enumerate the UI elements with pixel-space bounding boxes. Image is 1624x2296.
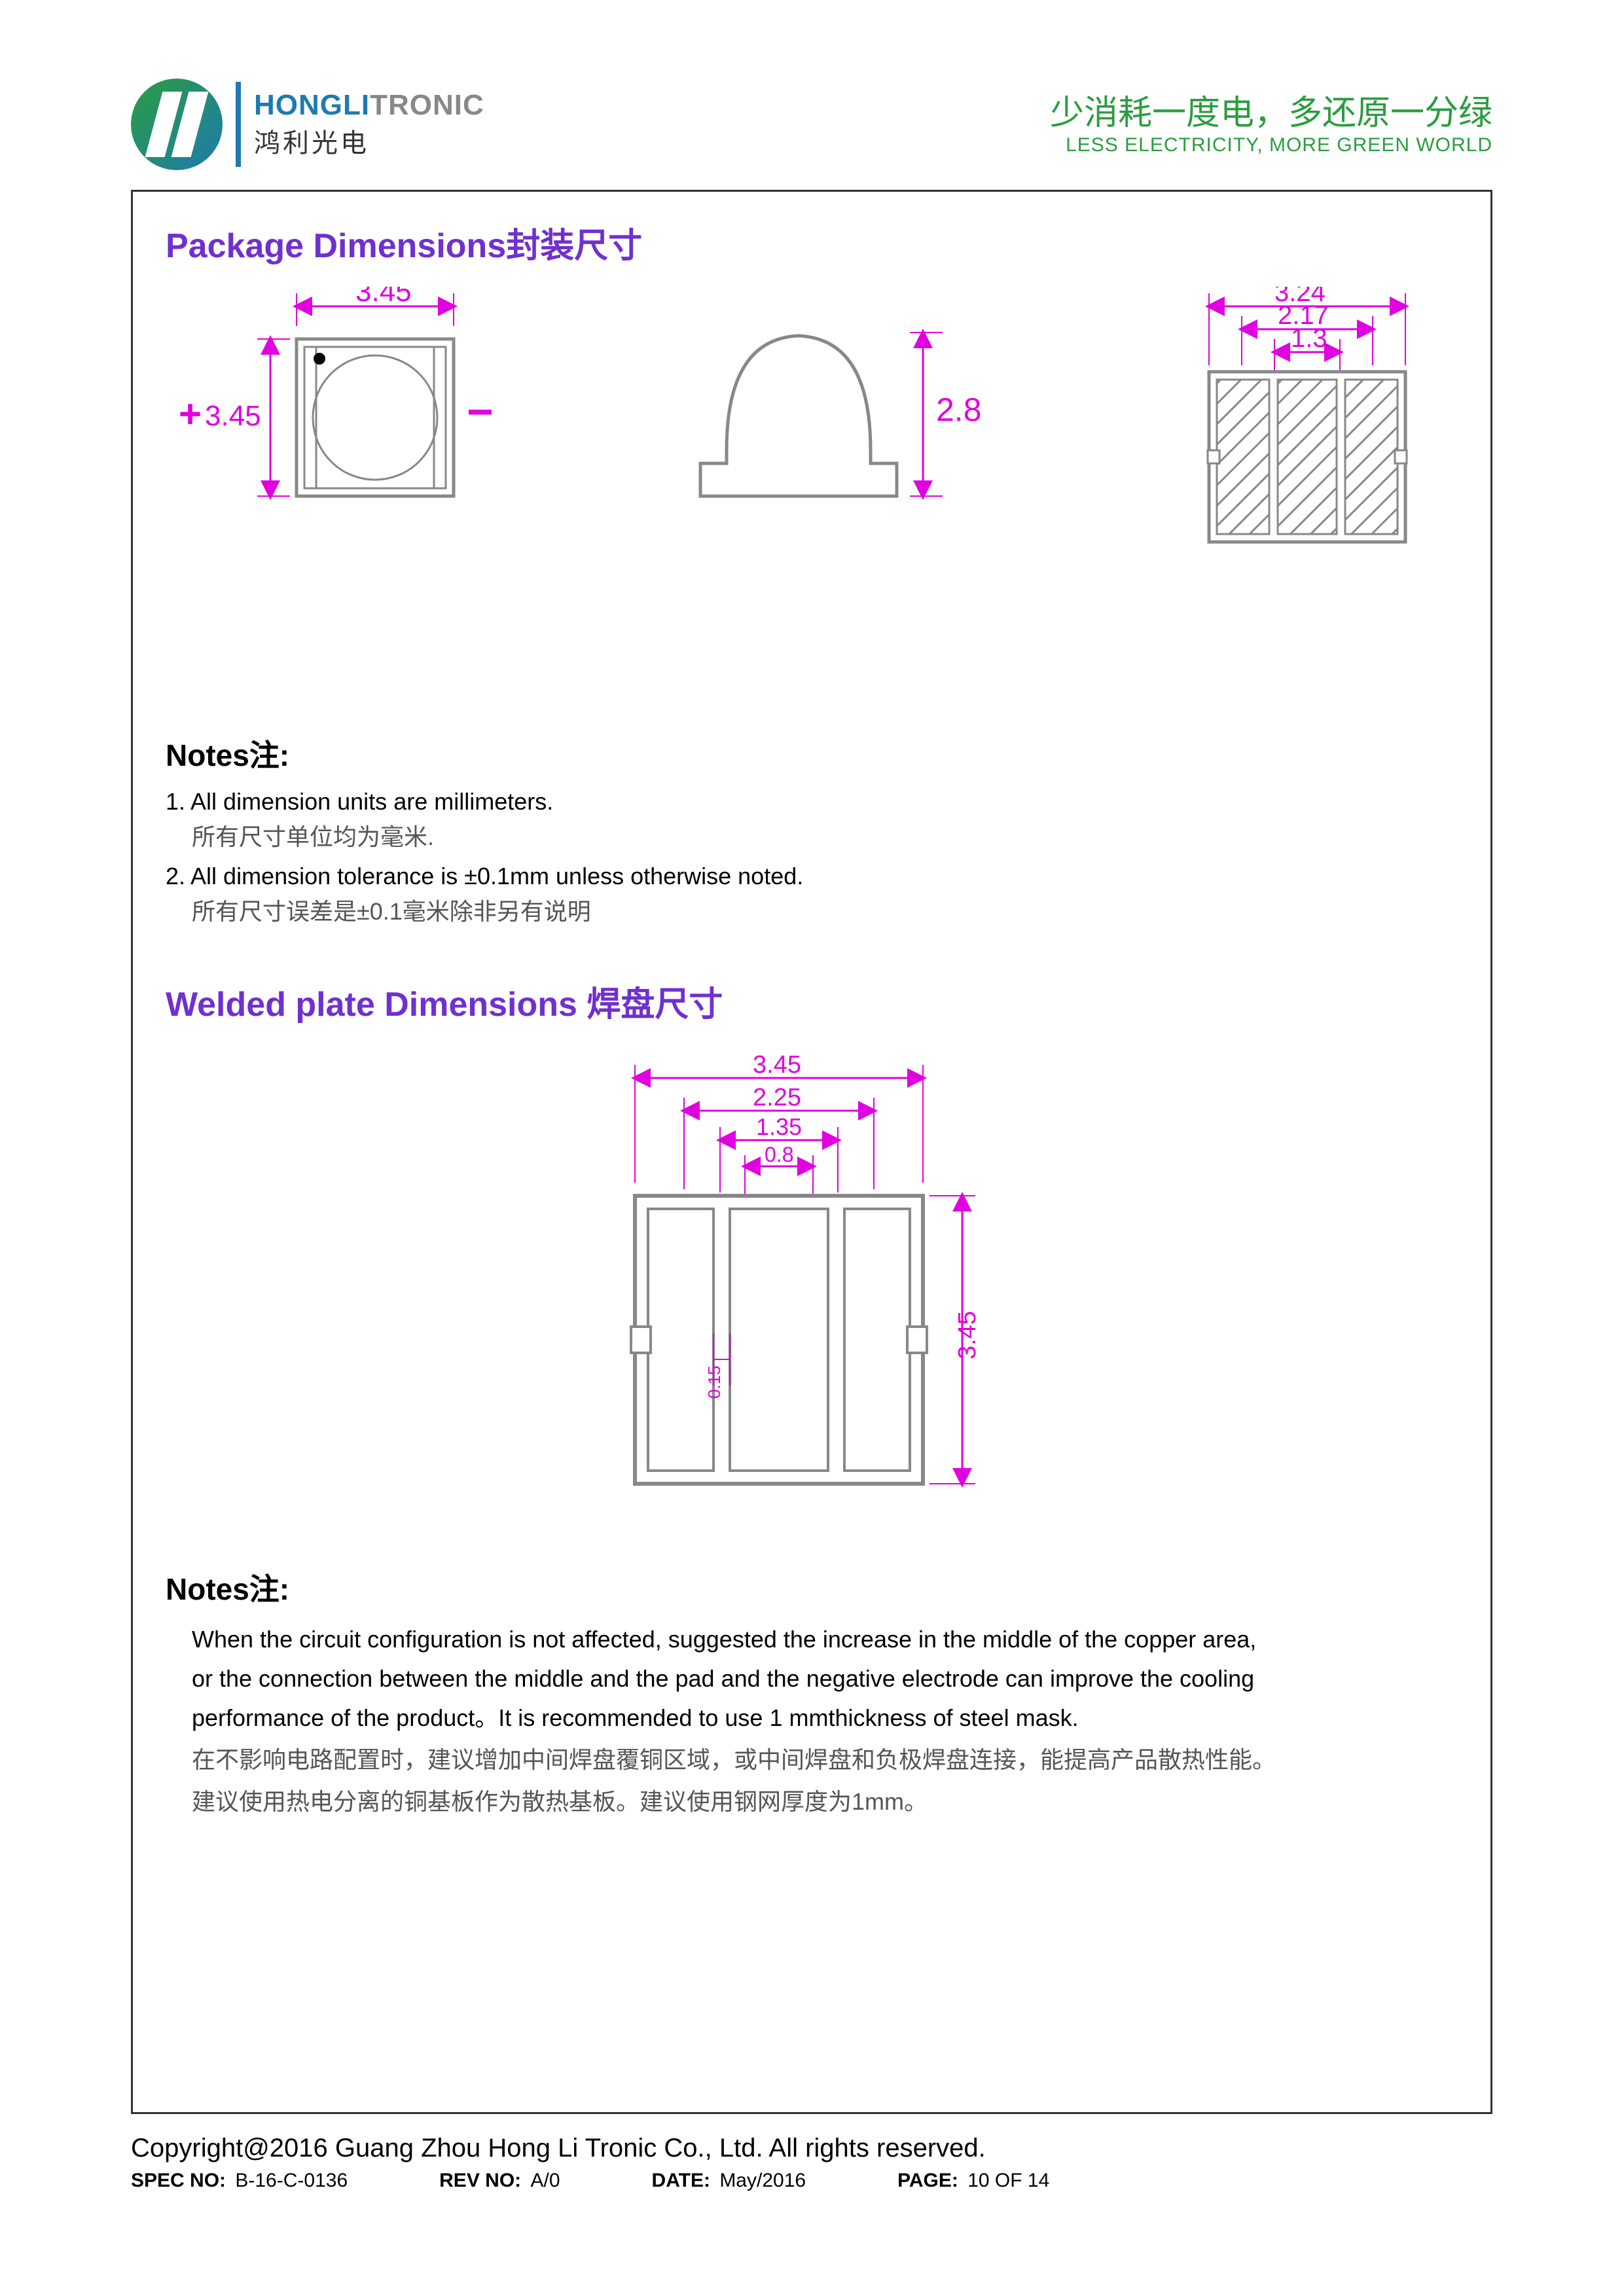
package-diagram-row: 3.45 3.45 + − bbox=[166, 287, 1458, 562]
content-frame: Package Dimensions封装尺寸 3.45 3.45 + bbox=[131, 190, 1492, 2114]
wdim-4: 0.8 bbox=[765, 1143, 793, 1166]
note1-en: 1. All dimension units are millimeters. bbox=[166, 788, 1458, 816]
notes2-cn1: 在不影响电路配置时，建议增加中间焊盘覆铜区域，或中间焊盘和负极焊盘连接，能提高产… bbox=[192, 1742, 1458, 1778]
logo-icon bbox=[131, 79, 223, 170]
wdim-1: 3.45 bbox=[753, 1052, 801, 1079]
notes2-en2: or the connection between the middle and… bbox=[192, 1661, 1458, 1696]
welded-plate-diagram: 3.45 2.25 1.35 0.8 bbox=[583, 1052, 1041, 1523]
copyright-text: Copyright@2016 Guang Zhou Hong Li Tronic… bbox=[131, 2134, 1492, 2163]
logo-text: HONGLITRONIC 鸿利光电 bbox=[254, 89, 484, 160]
brand-cn: 鸿利光电 bbox=[254, 122, 484, 160]
brand-en-2: TRONIC bbox=[370, 89, 484, 121]
page-header: HONGLITRONIC 鸿利光电 少消耗一度电，多还原一分绿 LESS ELE… bbox=[131, 79, 1492, 170]
brand-en-1: HONGLI bbox=[254, 89, 370, 121]
logo-block: HONGLITRONIC 鸿利光电 bbox=[131, 79, 484, 170]
rev-no: REV NO: A/0 bbox=[439, 2170, 560, 2192]
polarity-plus: + bbox=[179, 392, 202, 436]
wdim-3: 1.35 bbox=[756, 1113, 802, 1140]
date: DATE: May/2016 bbox=[652, 2170, 806, 2192]
notes2-block: When the circuit configuration is not af… bbox=[166, 1622, 1458, 1820]
notes2-title: Notes注: bbox=[166, 1566, 1458, 1609]
spec-no: SPEC NO: B-16-C-0136 bbox=[131, 2170, 348, 2192]
wdim-2: 2.25 bbox=[753, 1084, 801, 1111]
slogan: 少消耗一度电，多还原一分绿 LESS ELECTRICITY, MORE GRE… bbox=[1050, 85, 1492, 156]
welded-diagram-wrap: 3.45 2.25 1.35 0.8 bbox=[166, 1052, 1458, 1526]
package-top-view: 3.45 3.45 + − bbox=[179, 287, 493, 548]
section1-title: Package Dimensions封装尺寸 bbox=[166, 218, 1458, 267]
logo-divider bbox=[236, 82, 241, 167]
pin1-dot-icon bbox=[314, 353, 325, 365]
slogan-cn: 少消耗一度电，多还原一分绿 bbox=[1050, 85, 1492, 134]
note2-cn: 所有尺寸误差是±0.1毫米除非另有说明 bbox=[192, 893, 1458, 927]
notes2-en3: performance of the product。It is recomme… bbox=[192, 1700, 1458, 1736]
note1-cn: 所有尺寸单位均为毫米. bbox=[192, 818, 1458, 852]
package-side-view: 2.8 bbox=[661, 287, 1001, 548]
package-bottom-view: 3.24 2.17 1.3 bbox=[1170, 287, 1445, 562]
dim-side-height: 2.8 bbox=[936, 391, 982, 428]
dim-bot-3: 1.3 bbox=[1291, 324, 1327, 353]
page-no: PAGE: 10 OF 14 bbox=[897, 2170, 1049, 2192]
wdim-gap: 0.15 bbox=[704, 1365, 724, 1399]
section2-title: Welded plate Dimensions 焊盘尺寸 bbox=[166, 977, 1458, 1026]
polarity-minus: − bbox=[467, 386, 493, 437]
notes2-cn2: 建议使用热电分离的铜基板作为散热基板。建议使用钢网厚度为1mm。 bbox=[192, 1784, 1458, 1820]
dim-top-width: 3.45 bbox=[355, 287, 412, 308]
notes2-en1: When the circuit configuration is not af… bbox=[192, 1622, 1458, 1657]
notes1-title: Notes注: bbox=[166, 732, 1458, 775]
dim-top-height: 3.45 bbox=[205, 400, 261, 432]
slogan-en: LESS ELECTRICITY, MORE GREEN WORLD bbox=[1050, 134, 1492, 156]
note2-en: 2. All dimension tolerance is ±0.1mm unl… bbox=[166, 863, 1458, 890]
wdim-v: 3.45 bbox=[954, 1311, 981, 1359]
page-footer: Copyright@2016 Guang Zhou Hong Li Tronic… bbox=[131, 2134, 1492, 2192]
